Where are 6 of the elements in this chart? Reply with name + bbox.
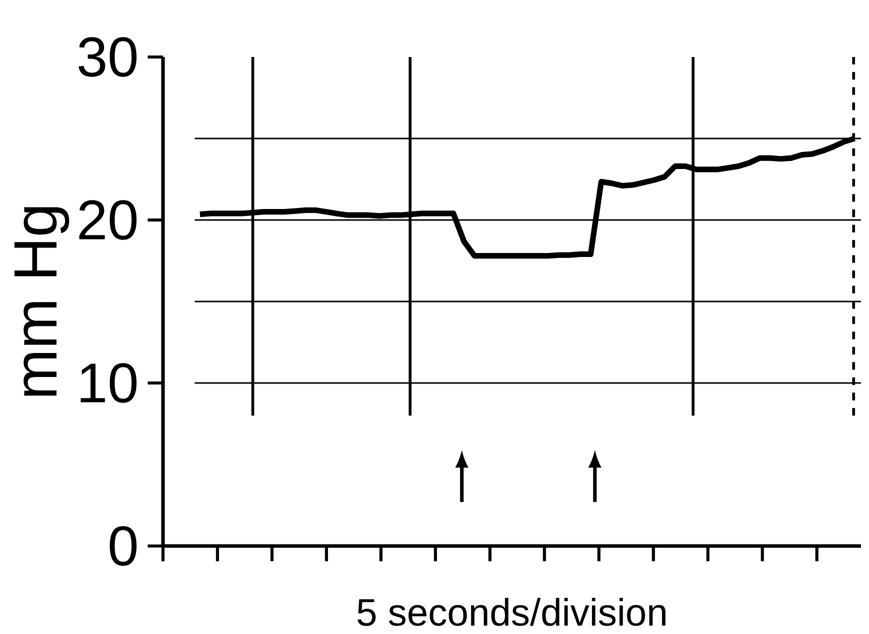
- y-axis-title: mm Hg: [14, 207, 70, 396]
- y-tick-label: 20: [79, 200, 137, 240]
- y-tick-label: 10: [80, 363, 137, 403]
- x-axis-title: 5 seconds/division: [358, 598, 666, 626]
- y-tick-label: 30: [78, 37, 137, 77]
- y-tick-label: 0: [110, 526, 137, 566]
